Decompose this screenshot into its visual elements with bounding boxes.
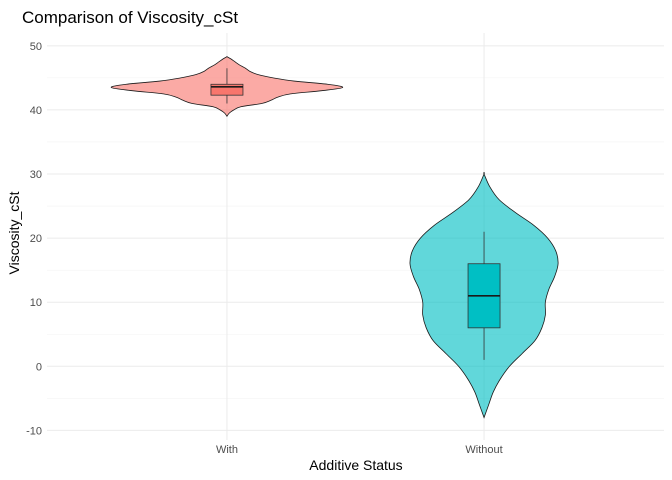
y-tick-label: 10 (30, 297, 42, 309)
y-tick-label: 50 (30, 41, 42, 53)
x-tick-label: With (216, 444, 238, 456)
tick-labels: -10 0 10 20 30 40 50 With Without (26, 41, 503, 456)
y-axis-title: Viscosity_cSt (6, 191, 22, 274)
y-tick-label: 20 (30, 233, 42, 245)
y-tick-label: 0 (36, 361, 42, 373)
grid-layer (47, 33, 664, 440)
chart-title: Comparison of Viscosity_cSt (22, 8, 238, 27)
x-axis-title: Additive Status (309, 457, 402, 473)
y-tick-label: 40 (30, 105, 42, 117)
x-tick-label: Without (465, 444, 502, 456)
violin-layer (110, 56, 559, 419)
box-layer (210, 68, 501, 360)
box-with (210, 83, 244, 96)
y-tick-label: 30 (30, 169, 42, 181)
y-tick-label: -10 (26, 425, 42, 437)
